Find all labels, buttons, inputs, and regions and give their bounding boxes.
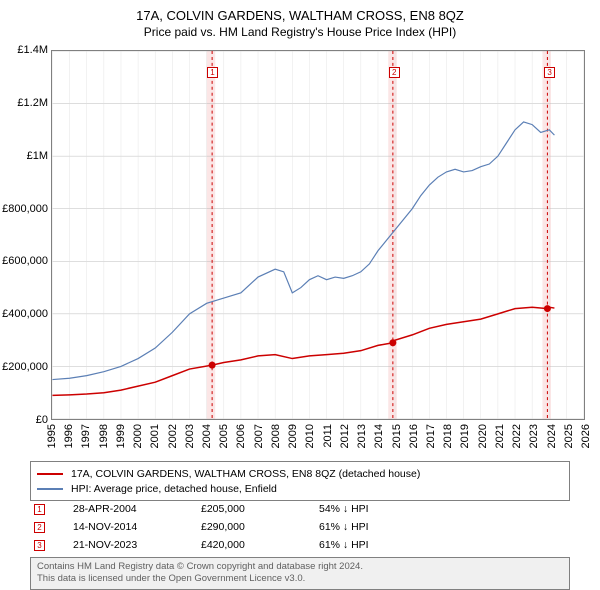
x-axis-label: 2010 (304, 424, 316, 448)
marker-pct: 61% ↓ HPI (319, 539, 419, 551)
footer-attribution: Contains HM Land Registry data © Crown c… (30, 557, 570, 590)
chart-plot-area: 1 2 3 (51, 50, 585, 420)
x-axis-label: 2023 (528, 424, 540, 448)
x-axis-label: 2013 (356, 424, 368, 448)
chart-svg (52, 51, 584, 419)
x-axis-label: 2004 (201, 424, 213, 448)
marker-table: 1 28-APR-2004 £205,000 54% ↓ HPI 2 14-NOV-201… (30, 500, 570, 554)
marker-box-3: 3 (544, 67, 555, 78)
marker-pct: 54% ↓ HPI (319, 503, 419, 515)
marker-pct: 61% ↓ HPI (319, 521, 419, 533)
x-axis-label: 2017 (425, 424, 437, 448)
legend-label: 17A, COLVIN GARDENS, WALTHAM CROSS, EN8 … (71, 468, 420, 480)
x-axis-label: 2015 (391, 424, 403, 448)
marker-price: £420,000 (201, 539, 301, 551)
x-axis-label: 2012 (339, 424, 351, 448)
marker-table-row: 2 14-NOV-2014 £290,000 61% ↓ HPI (30, 518, 570, 536)
y-axis-label: £400,000 (2, 308, 48, 320)
x-axis-label: 1997 (80, 424, 92, 448)
legend-item: HPI: Average price, detached house, Enfi… (37, 481, 563, 496)
x-axis-label: 1998 (98, 424, 110, 448)
y-axis-label: £1M (27, 150, 48, 162)
x-axis-label: 2011 (322, 424, 334, 448)
marker-table-row: 1 28-APR-2004 £205,000 54% ↓ HPI (30, 500, 570, 518)
y-axis-label: £1.2M (17, 97, 48, 109)
x-axis-label: 2008 (270, 424, 282, 448)
marker-date: 21-NOV-2023 (73, 539, 183, 551)
x-axis-label: 2001 (149, 424, 161, 448)
x-axis-label: 2026 (580, 424, 592, 448)
legend: 17A, COLVIN GARDENS, WALTHAM CROSS, EN8 … (30, 461, 570, 501)
legend-label: HPI: Average price, detached house, Enfi… (71, 483, 277, 495)
y-axis-label: £800,000 (2, 203, 48, 215)
y-axis-label: £200,000 (2, 361, 48, 373)
legend-swatch (37, 488, 63, 490)
x-axis-label: 2005 (218, 424, 230, 448)
x-axis-label: 1996 (63, 424, 75, 448)
legend-swatch (37, 473, 63, 475)
x-axis-label: 2014 (373, 424, 385, 448)
x-axis-label: 2021 (494, 424, 506, 448)
marker-table-numbox: 3 (34, 540, 45, 551)
x-axis-label: 2000 (132, 424, 144, 448)
marker-table-numbox: 1 (34, 504, 45, 515)
footer-line1: Contains HM Land Registry data © Crown c… (37, 561, 563, 573)
marker-table-numbox: 2 (34, 522, 45, 533)
x-axis-label: 2016 (408, 424, 420, 448)
y-axis-label: £600,000 (2, 255, 48, 267)
x-axis-label: 2019 (459, 424, 471, 448)
marker-date: 28-APR-2004 (73, 503, 183, 515)
marker-price: £205,000 (201, 503, 301, 515)
marker-box-2: 2 (389, 67, 400, 78)
x-axis-label: 2007 (253, 424, 265, 448)
marker-box-1: 1 (207, 67, 218, 78)
x-axis-label: 2009 (287, 424, 299, 448)
marker-table-row: 3 21-NOV-2023 £420,000 61% ↓ HPI (30, 536, 570, 554)
x-axis-label: 2025 (563, 424, 575, 448)
marker-price: £290,000 (201, 521, 301, 533)
y-axis-label: £1.4M (17, 44, 48, 56)
x-axis-label: 1999 (115, 424, 127, 448)
x-axis-label: 2003 (184, 424, 196, 448)
marker-date: 14-NOV-2014 (73, 521, 183, 533)
footer-line2: This data is licensed under the Open Gov… (37, 573, 563, 585)
legend-item: 17A, COLVIN GARDENS, WALTHAM CROSS, EN8 … (37, 466, 563, 481)
x-axis-label: 2020 (477, 424, 489, 448)
x-axis-label: 2022 (511, 424, 523, 448)
chart-title: 17A, COLVIN GARDENS, WALTHAM CROSS, EN8 … (0, 0, 600, 23)
x-axis-label: 2018 (442, 424, 454, 448)
x-axis-label: 2002 (167, 424, 179, 448)
x-axis-label: 2024 (546, 424, 558, 448)
x-axis-label: 1995 (46, 424, 58, 448)
x-axis-label: 2006 (235, 424, 247, 448)
chart-subtitle: Price paid vs. HM Land Registry's House … (0, 23, 600, 39)
